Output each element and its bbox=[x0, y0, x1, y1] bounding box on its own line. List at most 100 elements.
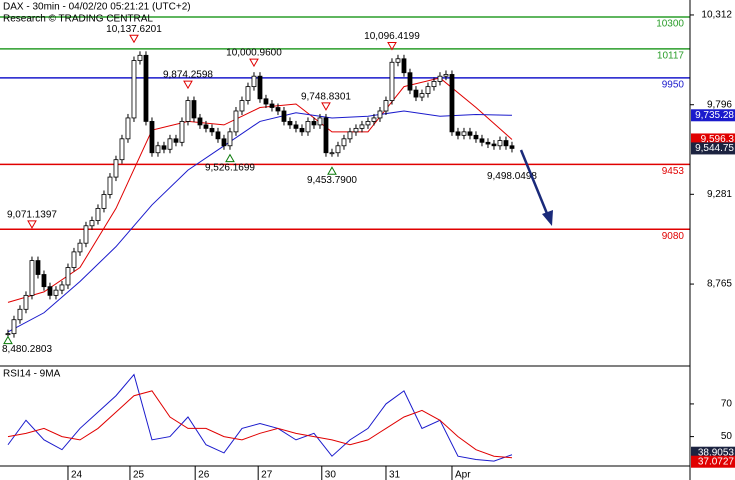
candle-body bbox=[335, 145, 341, 154]
forecast-arrow bbox=[519, 149, 550, 217]
candle-body bbox=[269, 103, 275, 108]
candle-body bbox=[347, 131, 353, 140]
level-label: 9950 bbox=[662, 80, 685, 91]
candle-body bbox=[233, 110, 239, 133]
rsi-last-label: 38.9053 bbox=[698, 447, 735, 458]
candle-body bbox=[275, 107, 281, 112]
candle-body bbox=[455, 131, 461, 136]
candle-body bbox=[35, 260, 41, 275]
rsi-line bbox=[7, 390, 513, 459]
candle-body bbox=[329, 152, 335, 155]
candle-body bbox=[59, 284, 65, 291]
candle-body bbox=[401, 58, 407, 74]
candle-body bbox=[167, 138, 173, 150]
candle-body bbox=[323, 117, 329, 154]
candle-body bbox=[221, 138, 227, 147]
candle-body bbox=[107, 176, 113, 195]
candle-body bbox=[53, 289, 59, 296]
candle-body bbox=[449, 74, 455, 133]
marker-up bbox=[327, 166, 337, 175]
rsi-line bbox=[7, 373, 513, 462]
candle-body bbox=[287, 121, 293, 126]
candle-body bbox=[479, 138, 485, 143]
price-last-label-box bbox=[691, 142, 735, 155]
marker-down bbox=[27, 220, 37, 229]
chart-subtitle: Research © TRADING CENTRAL bbox=[3, 14, 153, 25]
price-last-label: 9,544.75 bbox=[695, 143, 734, 154]
ma-last-label: 9,596.3 bbox=[701, 134, 735, 145]
candle-body bbox=[365, 121, 371, 126]
moving-average bbox=[7, 77, 513, 303]
annotation-label: 9,498.0498 bbox=[487, 171, 537, 182]
candle-body bbox=[173, 138, 179, 143]
candle-body bbox=[383, 100, 389, 112]
candle-body bbox=[419, 93, 425, 98]
annotation-label: 9,453.7900 bbox=[307, 175, 357, 186]
candle-body bbox=[425, 86, 431, 94]
candle-body bbox=[497, 140, 503, 147]
candle-body bbox=[77, 242, 83, 253]
x-tick-label: 26 bbox=[198, 470, 210, 480]
candle-body bbox=[119, 138, 125, 161]
annotation-label: 9,874.2598 bbox=[163, 70, 213, 81]
candle-body bbox=[113, 159, 119, 178]
candle-body bbox=[251, 75, 257, 88]
candle-body bbox=[137, 54, 143, 61]
candle-body bbox=[503, 140, 509, 147]
annotation-label: 10,096.4199 bbox=[364, 31, 420, 42]
y-tick-label: 10,312 bbox=[701, 10, 732, 21]
rsi-last-label-box bbox=[691, 455, 735, 468]
level-label: 10300 bbox=[656, 19, 684, 30]
candle-body bbox=[377, 110, 383, 119]
candle-body bbox=[389, 61, 395, 101]
x-tick-label: 25 bbox=[133, 470, 145, 480]
candle-body bbox=[215, 131, 221, 140]
candle-body bbox=[95, 207, 101, 221]
candle-body bbox=[131, 60, 137, 119]
candle-body bbox=[485, 141, 491, 145]
candle-body bbox=[461, 131, 467, 136]
candle-body bbox=[83, 225, 89, 244]
annotation-label: 10,000.9600 bbox=[226, 48, 282, 59]
candle-body bbox=[341, 138, 347, 147]
candle-body bbox=[395, 58, 401, 63]
moving-average bbox=[7, 110, 512, 333]
candle-body bbox=[17, 308, 23, 321]
marker-down bbox=[183, 80, 193, 90]
candle-body bbox=[371, 117, 377, 122]
x-tick-label: 30 bbox=[325, 470, 337, 480]
candle-body bbox=[257, 75, 263, 100]
candle-body bbox=[359, 124, 365, 129]
candle-body bbox=[209, 127, 215, 133]
candle-body bbox=[245, 86, 251, 101]
candle-body bbox=[143, 54, 149, 122]
candle-body bbox=[509, 145, 515, 149]
candle-body bbox=[491, 143, 497, 147]
ma-last-label: 9,735.28 bbox=[695, 110, 734, 121]
candle-body bbox=[443, 74, 449, 77]
candle-body bbox=[413, 89, 419, 98]
candle-body bbox=[467, 131, 473, 136]
candle-body bbox=[227, 131, 233, 147]
y-tick-label: 8,765 bbox=[707, 279, 732, 290]
candle-body bbox=[281, 110, 287, 122]
candle-body bbox=[179, 121, 185, 143]
candle-body bbox=[23, 294, 29, 310]
candle-body bbox=[149, 121, 155, 154]
level-label: 9080 bbox=[662, 231, 685, 242]
candle-body bbox=[89, 220, 95, 227]
candle-body bbox=[155, 145, 161, 154]
candle-body bbox=[101, 194, 107, 209]
marker-up bbox=[3, 335, 13, 345]
annotation-label: 9,526.1699 bbox=[205, 162, 255, 173]
candle-body bbox=[125, 117, 131, 140]
candle-body bbox=[5, 333, 11, 336]
rsi-y-tick-label: 50 bbox=[721, 431, 733, 442]
rsi-title: RSI14 - 9MA bbox=[3, 369, 61, 380]
candle-body bbox=[47, 286, 53, 296]
marker-down bbox=[321, 102, 331, 111]
candle-body bbox=[431, 81, 437, 88]
